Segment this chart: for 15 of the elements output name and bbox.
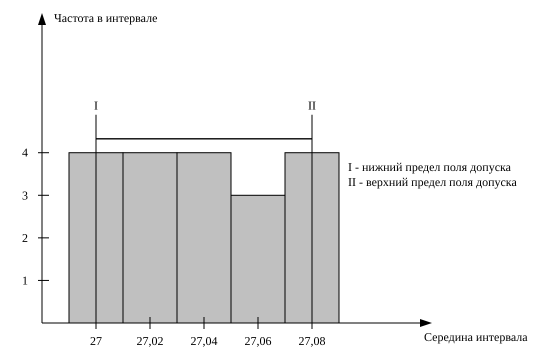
y-tick-label: 1 bbox=[22, 273, 28, 288]
y-tick-label: 3 bbox=[22, 188, 28, 202]
ref-line-label: II bbox=[308, 98, 316, 113]
annotation: I - нижний предел поля допуска bbox=[348, 160, 512, 174]
x-tick-label: 27 bbox=[90, 334, 102, 348]
y-axis-title: Частота в интервале bbox=[54, 11, 158, 25]
y-tick-label: 4 bbox=[22, 146, 28, 160]
annotation: II - верхний предел поля допуска bbox=[348, 175, 518, 189]
x-tick-label: 27,02 bbox=[136, 334, 164, 348]
x-tick-label: 27,06 bbox=[244, 334, 272, 348]
ref-line-label: I bbox=[94, 98, 98, 113]
x-tick-label: 27,08 bbox=[298, 334, 326, 348]
x-tick-label: 27,04 bbox=[190, 334, 218, 348]
y-tick-label: 2 bbox=[22, 230, 28, 245]
x-axis-title: Середина интервала bbox=[424, 330, 528, 344]
